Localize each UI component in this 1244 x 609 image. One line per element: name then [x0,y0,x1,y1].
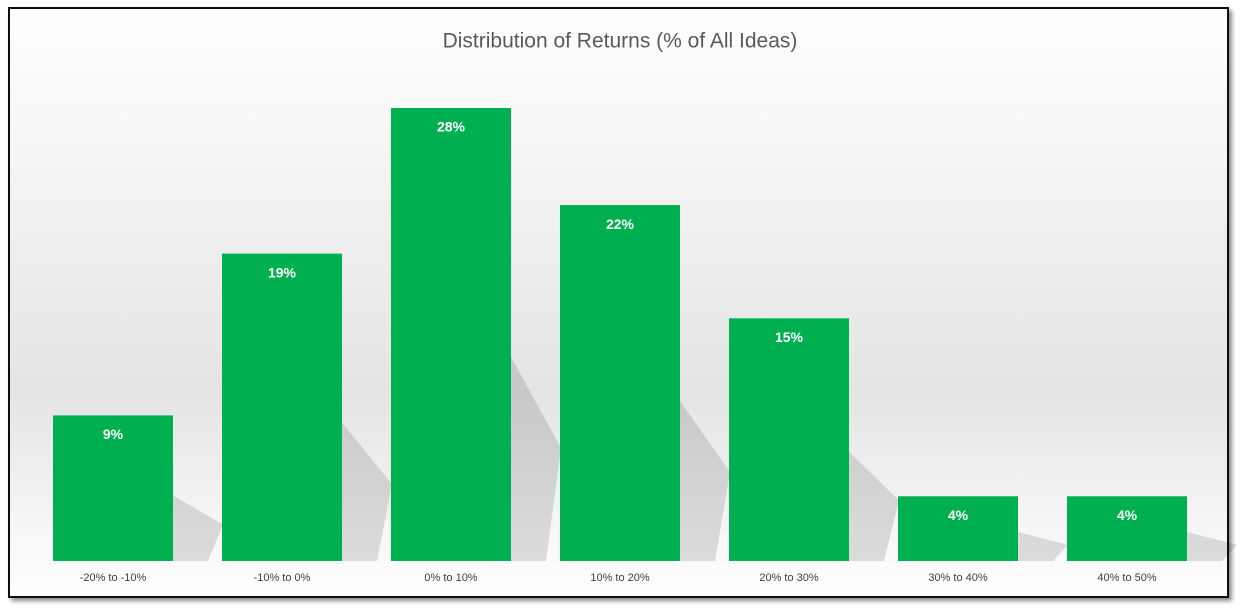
bar [1067,496,1187,561]
bar [729,318,849,561]
bar-shadow [849,451,899,561]
data-label: 15% [775,329,804,345]
bar-shadow [1018,531,1068,561]
x-tick-label: -10% to 0% [254,572,311,584]
x-tick-label: -20% to -10% [80,572,147,584]
data-label: 9% [103,426,124,442]
x-tick-label: 10% to 20% [590,572,650,584]
bar-shadow [173,495,223,561]
bar [898,496,1018,561]
bar-shadow [1187,531,1237,561]
data-label: 22% [606,216,635,232]
data-label: 28% [437,119,466,135]
data-label: 4% [1117,507,1138,523]
bar-shadow [511,357,561,561]
x-tick-label: 0% to 10% [424,572,477,584]
x-tick-label: 40% to 50% [1097,572,1157,584]
bar [391,108,511,561]
x-tick-label: 30% to 40% [928,572,988,584]
x-tick-label: 20% to 30% [759,572,819,584]
plot-area: 9% -20% to -10% 19% -10% to 0% 28% 0% to 10% 2… [53,108,1237,584]
bar [560,205,680,562]
bar-shadow [342,422,392,561]
bar-shadow [680,400,730,561]
bar [53,415,173,561]
data-label: 19% [268,264,297,280]
data-label: 4% [948,507,969,523]
chart-title: Distribution of Returns (% of All Ideas) [443,30,798,53]
bar [222,253,342,561]
